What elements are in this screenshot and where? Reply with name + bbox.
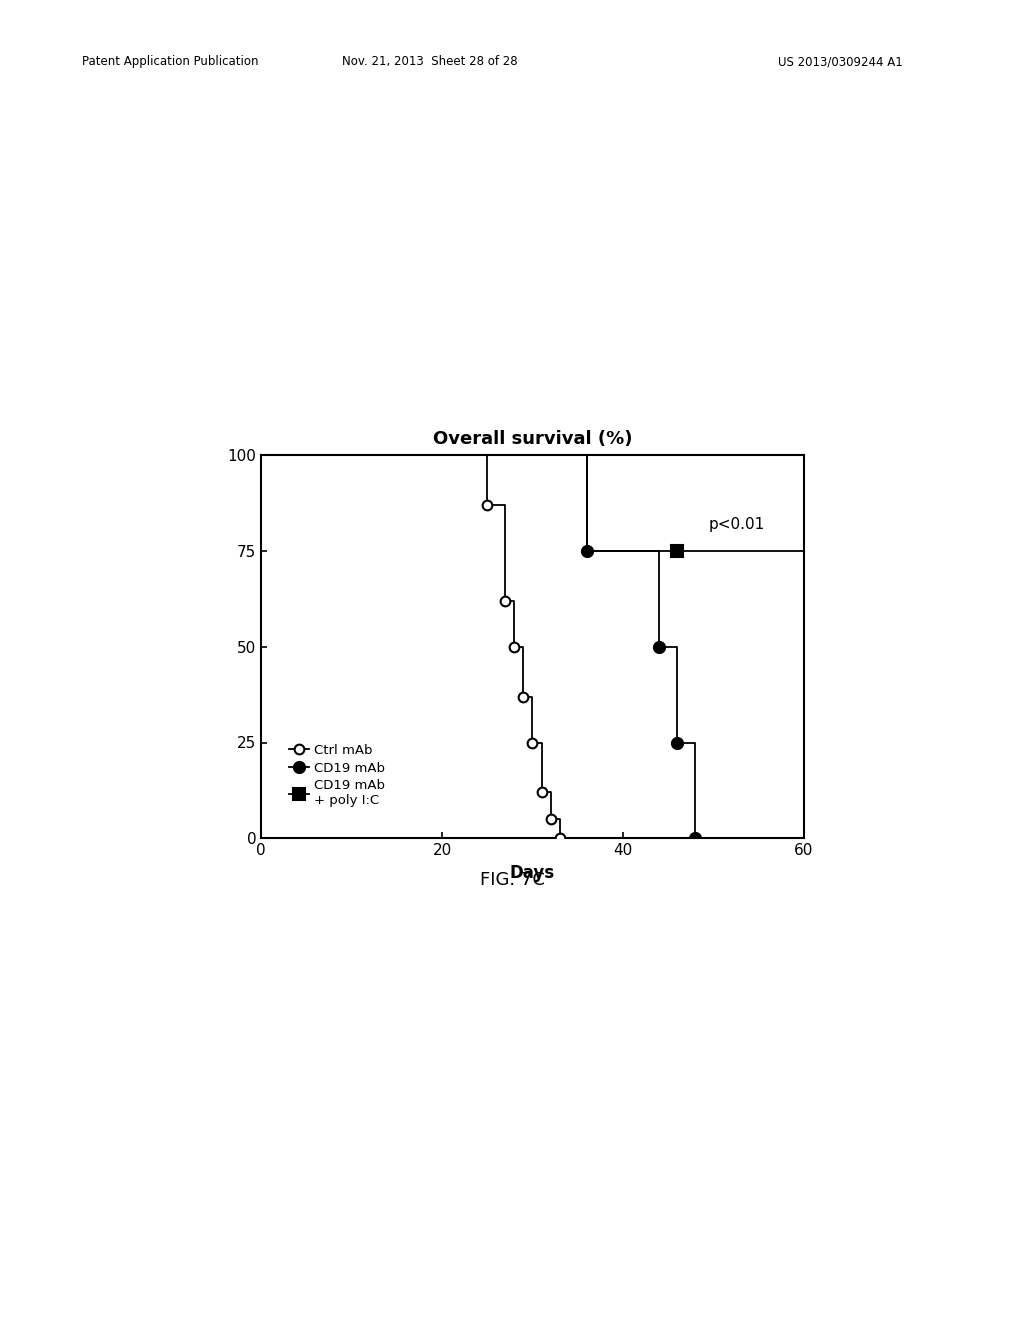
- Legend: Ctrl mAb, CD19 mAb, CD19 mAb
+ poly I:C: Ctrl mAb, CD19 mAb, CD19 mAb + poly I:C: [284, 739, 390, 813]
- Text: US 2013/0309244 A1: US 2013/0309244 A1: [778, 55, 903, 69]
- Text: Nov. 21, 2013  Sheet 28 of 28: Nov. 21, 2013 Sheet 28 of 28: [342, 55, 518, 69]
- X-axis label: Days: Days: [510, 863, 555, 882]
- Text: p<0.01: p<0.01: [709, 517, 765, 532]
- Text: Patent Application Publication: Patent Application Publication: [82, 55, 258, 69]
- Text: FIG. 7C: FIG. 7C: [479, 871, 545, 890]
- Title: Overall survival (%): Overall survival (%): [433, 430, 632, 449]
